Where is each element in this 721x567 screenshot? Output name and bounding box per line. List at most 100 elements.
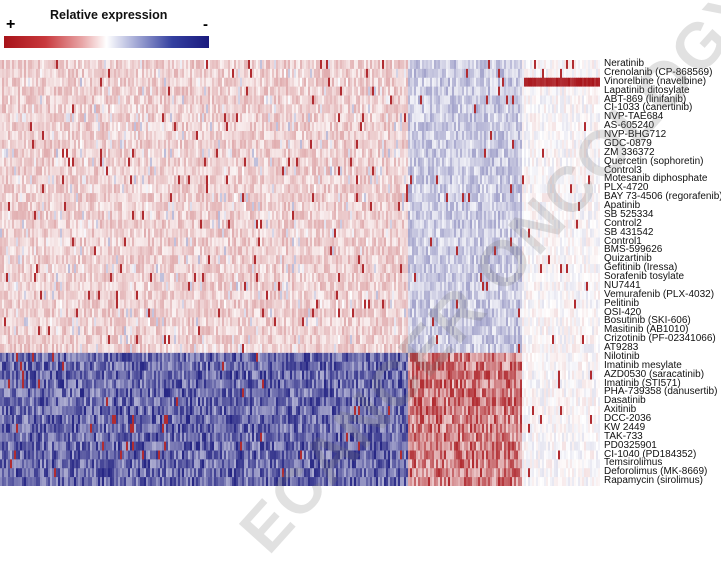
- heatmap-cell: [510, 68, 513, 79]
- heatmap-cell: [406, 68, 409, 79]
- heatmap-cell: [570, 122, 573, 132]
- heatmap-cell: [24, 157, 27, 167]
- heatmap-row: [0, 122, 600, 132]
- heatmap-cell: [302, 139, 305, 150]
- heatmap-cell: [300, 122, 303, 132]
- heatmap-cell: [214, 139, 217, 150]
- heatmap-cell: [496, 113, 499, 123]
- heatmap-cell: [352, 77, 355, 87]
- heatmap-cell: [540, 95, 543, 105]
- heatmap-cell: [300, 60, 303, 70]
- heatmap-cell: [478, 95, 481, 105]
- heatmap-cell: [290, 113, 293, 123]
- heatmap-cell: [164, 131, 167, 141]
- heatmap-cell: [104, 148, 107, 158]
- heatmap-cell: [236, 148, 239, 158]
- heatmap-cell: [456, 157, 459, 167]
- heatmap-cell: [480, 113, 483, 123]
- heatmap-cell: [230, 148, 233, 158]
- heatmap-cell: [492, 148, 495, 158]
- heatmap-cell: [372, 157, 375, 167]
- heatmap-cell: [0, 104, 3, 114]
- heatmap-cell: [594, 131, 597, 141]
- heatmap-cell: [370, 139, 373, 150]
- heatmap-cell: [514, 86, 517, 96]
- heatmap-cell: [558, 60, 561, 70]
- heatmap-cell: [304, 77, 307, 87]
- heatmap-cell: [236, 131, 239, 141]
- heatmap-cell: [538, 104, 541, 114]
- heatmap-cell: [218, 60, 221, 70]
- heatmap-cell: [42, 113, 45, 123]
- heatmap-cell: [140, 104, 143, 114]
- heatmap-cell: [266, 113, 269, 123]
- heatmap-cell: [118, 95, 121, 105]
- heatmap-cell: [482, 157, 485, 167]
- heatmap-cell: [124, 139, 127, 150]
- heatmap-cell: [442, 86, 445, 96]
- heatmap-cell: [152, 157, 155, 167]
- heatmap-cell: [332, 77, 335, 87]
- heatmap-cell: [34, 86, 37, 96]
- heatmap-cell: [520, 104, 523, 114]
- heatmap-cell: [148, 77, 151, 87]
- heatmap-cell: [340, 113, 343, 123]
- heatmap-cell: [178, 104, 181, 114]
- heatmap-cell: [266, 131, 269, 141]
- heatmap-cell: [564, 122, 567, 132]
- heatmap-cell: [122, 122, 125, 132]
- heatmap-cell: [250, 60, 253, 70]
- heatmap-cell: [432, 86, 435, 96]
- heatmap-cell: [62, 95, 65, 105]
- heatmap-cell: [486, 113, 489, 123]
- heatmap-cell: [580, 60, 583, 70]
- heatmap-cell: [182, 148, 185, 158]
- heatmap-cell: [106, 60, 109, 70]
- heatmap-cell: [564, 148, 567, 158]
- heatmap-cell: [2, 157, 5, 167]
- heatmap-cell: [350, 60, 353, 70]
- heatmap-cell: [116, 131, 119, 141]
- heatmap-cell: [468, 60, 471, 70]
- heatmap-cell: [472, 104, 475, 114]
- heatmap-cell: [52, 86, 55, 96]
- heatmap-cell: [430, 157, 433, 167]
- heatmap-cell: [366, 86, 369, 96]
- heatmap-cell: [370, 122, 373, 132]
- heatmap-cell: [204, 77, 207, 87]
- heatmap-cell: [392, 68, 395, 79]
- heatmap-cell: [280, 157, 283, 167]
- heatmap-cell: [156, 148, 159, 158]
- heatmap-cell: [60, 104, 63, 114]
- heatmap-cell: [422, 104, 425, 114]
- heatmap-cell: [202, 68, 205, 79]
- heatmap-cell: [242, 77, 245, 87]
- heatmap-cell: [394, 104, 397, 114]
- heatmap-cell: [62, 122, 65, 132]
- heatmap-cell: [12, 122, 15, 132]
- heatmap-cell: [534, 60, 537, 70]
- heatmap-cell: [86, 157, 89, 167]
- heatmap-cell: [210, 131, 213, 141]
- heatmap-cell: [466, 68, 469, 79]
- heatmap-cell: [348, 77, 351, 87]
- heatmap-cell: [454, 113, 457, 123]
- heatmap-cell: [292, 122, 295, 132]
- heatmap-cell: [512, 148, 515, 158]
- heatmap-cell: [108, 148, 111, 158]
- heatmap-cell: [482, 148, 485, 158]
- heatmap-cell: [150, 131, 153, 141]
- heatmap-cell: [204, 104, 207, 114]
- heatmap-cell: [428, 131, 431, 141]
- heatmap-cell: [18, 131, 21, 141]
- heatmap-cell: [410, 77, 413, 87]
- heatmap-cell: [402, 122, 405, 132]
- heatmap-cell: [42, 122, 45, 132]
- heatmap-cell: [132, 77, 135, 87]
- heatmap-cell: [308, 131, 311, 141]
- heatmap-cell: [136, 95, 139, 105]
- heatmap-cell: [316, 131, 319, 141]
- heatmap-cell: [588, 113, 591, 123]
- heatmap-cell: [2, 95, 5, 105]
- heatmap-cell: [518, 122, 521, 132]
